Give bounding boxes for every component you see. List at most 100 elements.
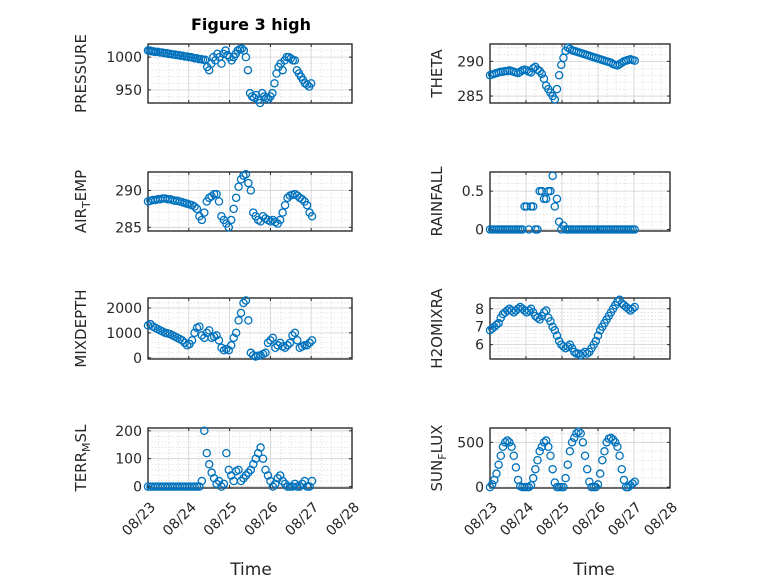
- data-point: [297, 195, 307, 204]
- axes-top-right: 285 290 THETA: [428, 43, 671, 105]
- y-tick-label: 0.5: [462, 184, 484, 200]
- data-point: [217, 482, 226, 491]
- y-tick-label: 200: [115, 424, 142, 440]
- data-point: [593, 331, 603, 340]
- data-point: [511, 463, 521, 472]
- x-tick-label: 08/26: [569, 499, 609, 539]
- axes-border: [489, 43, 671, 104]
- data-point: [546, 451, 555, 461]
- y-tick-label: 2000: [106, 301, 142, 317]
- data-point: [249, 93, 259, 103]
- data-point: [262, 93, 271, 103]
- y-axis-label: SUNFLUX: [428, 425, 449, 492]
- data-point: [630, 477, 639, 486]
- data-point: [268, 333, 278, 343]
- x-axis-label-right: Time: [572, 560, 615, 580]
- axes-row3-left: 0 1000 2000 MIXDEPTH: [72, 289, 353, 368]
- data-point: [229, 204, 238, 214]
- data-point: [307, 211, 317, 221]
- data-point: [552, 194, 562, 204]
- y-tick-label: 6: [475, 338, 484, 354]
- y-axis-label-main: MIXDEPTH: [72, 289, 90, 367]
- data-point: [270, 79, 279, 88]
- data-point: [524, 225, 534, 234]
- data-point: [217, 59, 226, 68]
- y-tick-label: 285: [115, 220, 142, 236]
- data-point: [190, 482, 199, 491]
- data-point: [264, 94, 273, 104]
- data-point: [535, 447, 544, 456]
- data-point: [237, 44, 247, 53]
- data-point: [494, 318, 503, 328]
- data-point: [628, 304, 637, 314]
- data-point: [290, 56, 300, 65]
- x-tick-label: 08/26: [242, 499, 282, 539]
- data-point: [224, 346, 234, 355]
- axes-border: [147, 43, 353, 104]
- data-point: [236, 476, 246, 486]
- data-point: [280, 200, 290, 210]
- y-tick-label: 0: [475, 480, 484, 496]
- data-point: [561, 473, 570, 483]
- data-point: [243, 65, 253, 75]
- data-point: [546, 186, 555, 196]
- data-point: [224, 223, 234, 232]
- data-point: [494, 460, 503, 469]
- y-tick-label: 100: [115, 452, 142, 468]
- data-point: [306, 79, 316, 88]
- y-axis-label: AIRTEMP: [72, 170, 93, 233]
- x-tick-label: 08/28: [641, 499, 681, 539]
- y-axis-label-tail: SL: [72, 424, 90, 443]
- data-point: [195, 322, 204, 331]
- y-axis-label-main: AIR: [72, 208, 90, 233]
- y-tick-label: 8: [475, 302, 484, 318]
- y-axis-label: RAINFALL: [428, 166, 446, 237]
- y-axis-label-main: PRESSURE: [72, 34, 90, 113]
- axes-frame: [147, 427, 353, 489]
- data-point: [533, 455, 542, 465]
- axes-border: [147, 171, 353, 232]
- y-axis-label-main: SUN: [428, 460, 446, 492]
- data-point: [234, 316, 243, 325]
- data-point: [239, 298, 248, 308]
- data-point: [255, 98, 265, 108]
- data-point: [197, 331, 207, 340]
- data-point: [630, 302, 639, 312]
- data-point: [485, 482, 495, 492]
- data-point: [302, 200, 312, 210]
- data-point: [214, 336, 224, 345]
- data-point: [273, 341, 282, 350]
- data-point: [204, 460, 214, 469]
- y-tick-label: 950: [115, 83, 142, 99]
- data-point: [256, 443, 265, 452]
- y-axis-label: THETA: [428, 49, 446, 99]
- x-tick-label: 08/25: [533, 499, 573, 539]
- data-point: [268, 88, 277, 98]
- data-point: [569, 347, 579, 357]
- data-point: [531, 464, 540, 474]
- data-point: [241, 52, 251, 62]
- data-point: [509, 451, 519, 461]
- data-point: [563, 43, 573, 52]
- data-point: [244, 178, 253, 188]
- data-point: [200, 208, 209, 217]
- data-point: [617, 464, 627, 474]
- data-point: [524, 482, 534, 492]
- data-point: [278, 208, 287, 217]
- data-point: [278, 476, 287, 486]
- data-point: [246, 186, 256, 195]
- y-tick-label: 1000: [106, 50, 142, 66]
- y-tick-label: 7: [475, 320, 484, 336]
- y-tick-label: 0: [133, 480, 142, 496]
- x-tick-label: 08/25: [201, 499, 241, 539]
- data-point: [518, 225, 527, 234]
- data-point: [606, 433, 616, 443]
- data-point: [192, 482, 202, 491]
- data-point: [204, 326, 214, 335]
- data-point: [600, 447, 609, 456]
- data-point: [307, 336, 317, 345]
- data-point: [546, 317, 555, 326]
- data-point: [548, 171, 557, 181]
- data-point: [207, 192, 216, 201]
- data-point: [500, 438, 510, 447]
